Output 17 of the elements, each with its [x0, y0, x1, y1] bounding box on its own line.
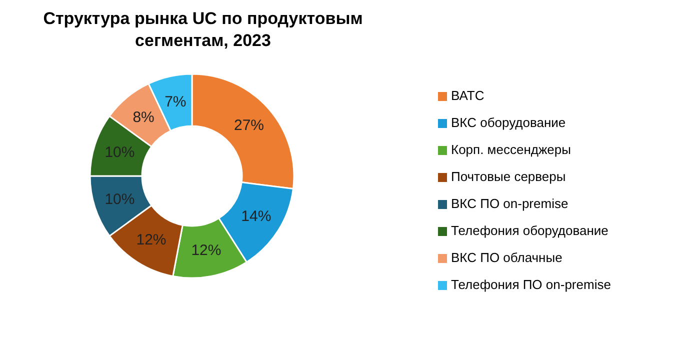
data-label: 8% — [132, 108, 154, 126]
legend-label: Почтовые серверы — [451, 169, 566, 184]
legend-label: Телефония оборудование — [451, 223, 608, 238]
data-label: 14% — [241, 208, 272, 226]
data-label: 12% — [191, 242, 222, 260]
legend-label: ВКС оборудование — [451, 115, 566, 130]
legend-label: ВАТС — [451, 88, 484, 103]
legend-label: ВКС ПО on-premise — [451, 196, 568, 211]
legend-label: ВКС ПО облачные — [451, 250, 562, 265]
legend-label: Телефония ПО on-premise — [451, 277, 611, 292]
data-label: 10% — [104, 144, 135, 162]
data-label: 27% — [234, 117, 264, 134]
legend-label: Корп. мессенджеры — [451, 142, 571, 157]
data-label: 12% — [136, 232, 166, 249]
data-label: 10% — [104, 190, 135, 208]
chart-title: Структура рынка UC по продуктовым сегментам, 2023 — [42, 8, 364, 52]
data-label: 7% — [164, 93, 186, 110]
